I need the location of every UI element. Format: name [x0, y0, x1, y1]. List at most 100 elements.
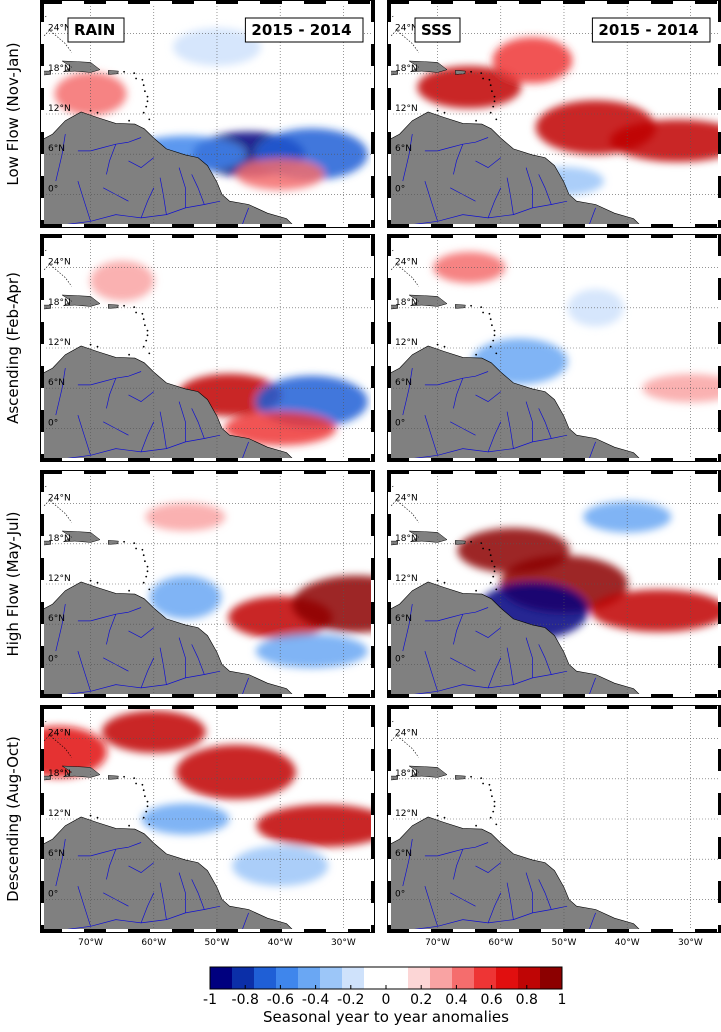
island-dot [144, 560, 146, 562]
island-dot [490, 346, 492, 348]
lat-tick-label: 18°N [48, 298, 71, 308]
colorbar-swatch [342, 967, 364, 989]
island-dot [147, 801, 149, 803]
island-dot [494, 334, 496, 336]
lat-tick-label: 0° [395, 418, 405, 428]
lat-tick-label: 12°N [48, 574, 71, 584]
island-dot [490, 789, 492, 791]
lat-tick-label: 0° [395, 184, 405, 194]
colorbar-swatch [496, 967, 518, 989]
island-dot [145, 106, 147, 108]
island-dot [491, 560, 493, 562]
row-label: High Flow (May-Jul) [4, 511, 22, 656]
anomaly-feature [256, 634, 368, 668]
lon-tick-label: 60°W [141, 938, 166, 948]
island-dot [494, 330, 496, 332]
lat-tick-label: 6°N [395, 614, 412, 624]
lat-tick-label: 0° [48, 184, 58, 194]
island-dot [145, 576, 147, 578]
island-dot [128, 590, 130, 592]
island-dot [444, 582, 446, 584]
lat-tick-label: 0° [395, 889, 405, 899]
island-dot [444, 112, 446, 114]
island-dot [135, 78, 137, 80]
colorbar-swatch [518, 967, 540, 989]
island-dot [470, 305, 472, 307]
lat-tick-label: 24°N [395, 24, 418, 34]
island-dot [97, 112, 99, 114]
island-dot [143, 582, 145, 584]
colorbar-swatch [298, 967, 320, 989]
lat-tick-label: 18°N [48, 769, 71, 779]
period-label: 2015 - 2014 [245, 18, 363, 42]
colorbar-title: Seasonal year to year anomalies [263, 1008, 509, 1026]
island-dot [143, 554, 145, 556]
island-dot [148, 353, 150, 355]
island-dot [123, 71, 125, 73]
island-dot [495, 119, 497, 121]
island-dot [143, 84, 145, 86]
colorbar-swatch [430, 967, 452, 989]
svg-text:RAIN: RAIN [74, 21, 115, 39]
colorbar-tick-label: 0.4 [445, 992, 467, 1008]
colorbar-tick-label: 0.6 [480, 992, 502, 1008]
island-dot [147, 330, 149, 332]
island-dot [143, 817, 145, 819]
island-dot [97, 582, 99, 584]
island-dot [128, 120, 130, 122]
island-dot [148, 824, 150, 826]
island-dot [444, 817, 446, 819]
lat-tick-label: 12°N [395, 104, 418, 114]
island-dot [135, 548, 137, 550]
island-dot [135, 312, 137, 314]
lon-tick-label: 70°W [425, 938, 450, 948]
island-dot [495, 353, 497, 355]
colorbar-swatch [474, 967, 496, 989]
colorbar-swatch [386, 967, 408, 989]
colorbar-swatch [254, 967, 276, 989]
lon-tick-label: 50°W [205, 938, 230, 948]
island-dot [148, 589, 150, 591]
island-dot [143, 346, 145, 348]
lat-tick-label: 0° [48, 889, 58, 899]
island-dot [145, 340, 147, 342]
lat-tick-label: 6°N [48, 144, 65, 154]
island-dot [142, 549, 144, 551]
lon-tick-label: 50°W [552, 938, 577, 948]
island-dot [143, 112, 145, 114]
island-dot [491, 324, 493, 326]
lon-tick-label: 30°W [331, 938, 356, 948]
anomaly-feature [102, 711, 206, 753]
island-dot [97, 346, 99, 348]
island-dot [490, 817, 492, 819]
lat-tick-label: 18°N [395, 769, 418, 779]
island-dot [489, 313, 491, 315]
island-dot [491, 795, 493, 797]
island-dot [128, 825, 130, 827]
colorbar-tick-label: 0 [382, 992, 391, 1008]
colorbar-swatch [452, 967, 474, 989]
colorbar-swatch [232, 967, 254, 989]
svg-text:2015 - 2014: 2015 - 2014 [598, 21, 698, 39]
svg-text:2015 - 2014: 2015 - 2014 [251, 21, 351, 39]
panel-ascending-sss: 0°6°N12°N18°N24°N [387, 234, 721, 462]
island-dot [490, 84, 492, 86]
lat-tick-label: 12°N [48, 809, 71, 819]
island-dot [144, 324, 146, 326]
lat-tick-label: 18°N [48, 534, 71, 544]
panel-high-sss: 0°6°N12°N18°N24°N [387, 470, 721, 698]
island-dot [444, 346, 446, 348]
anomaly-feature [149, 576, 221, 619]
island-dot [97, 817, 99, 819]
lat-tick-label: 12°N [395, 809, 418, 819]
colorbar-tick-label: 0.8 [516, 992, 538, 1008]
island-dot [475, 825, 477, 827]
anomaly-feature [145, 503, 225, 531]
island-dot [492, 811, 494, 813]
colorbar-tick-label: -0.4 [302, 992, 329, 1008]
